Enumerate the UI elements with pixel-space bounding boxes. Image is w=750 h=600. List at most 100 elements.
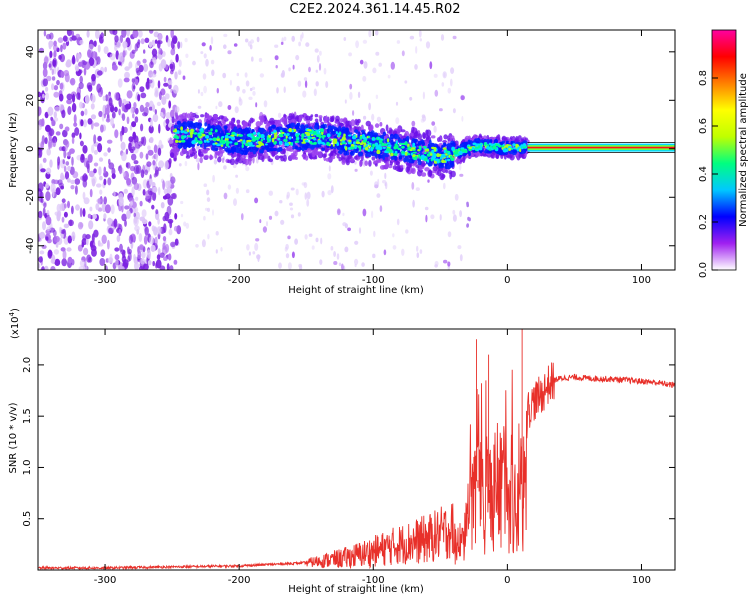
spectrogram-signal-cell xyxy=(235,147,241,151)
spectrogram-signal-cell xyxy=(379,122,383,127)
y-tick-label: -40 xyxy=(25,238,36,254)
spectrogram-noise-cell xyxy=(215,249,218,254)
spectrogram-noise-cell xyxy=(142,263,149,270)
spectrogram-signal-cell xyxy=(341,137,346,141)
spectrogram-noise-cell xyxy=(141,219,148,225)
spectrogram-signal-cell xyxy=(412,151,417,154)
spectrogram-signal-cell xyxy=(198,151,204,157)
spectrogram-noise-cell xyxy=(374,181,379,189)
spectrogram-signal-cell xyxy=(271,138,275,143)
spectrogram-noise-cell xyxy=(93,162,99,167)
spectrogram-noise-cell xyxy=(305,42,310,47)
spectrogram-signal-cell xyxy=(486,146,490,150)
spectrogram-noise-cell xyxy=(111,111,116,119)
spectrogram-noise-cell xyxy=(106,139,113,144)
spectrogram-signal-cell xyxy=(446,164,451,170)
spectrogram-signal-cell xyxy=(325,157,331,162)
spectrogram-noise-cell xyxy=(292,64,295,70)
spectrogram-signal-cell xyxy=(406,157,410,163)
spectrogram-signal-cell xyxy=(186,142,192,148)
spectrogram-signal-cell xyxy=(332,126,337,130)
spectrogram-signal-cell xyxy=(304,124,309,129)
spectrogram-signal-cell xyxy=(519,153,525,158)
spectrogram-noise-cell xyxy=(67,165,71,172)
spectrogram-noise-cell xyxy=(134,206,139,214)
spectrogram-noise-cell xyxy=(342,222,347,227)
spectrogram-signal-cell xyxy=(277,147,283,152)
spectrogram-noise-cell xyxy=(457,245,462,250)
spectrogram-signal-cell xyxy=(505,141,509,145)
spectrogram-signal-cell xyxy=(242,121,248,127)
spectrogram-noise-cell xyxy=(215,105,218,110)
spectrogram-noise-cell xyxy=(86,30,90,38)
spectrogram-noise-cell xyxy=(244,72,248,78)
spectrogram-noise-cell xyxy=(128,61,133,69)
spectrogram-signal-cell xyxy=(398,155,403,160)
spectrogram-noise-cell xyxy=(40,197,44,203)
spectrogram-noise-cell xyxy=(97,143,103,153)
spectrogram-noise-cell xyxy=(71,132,76,139)
spectrogram-noise-cell xyxy=(97,197,104,205)
spectrogram-noise-cell xyxy=(100,124,104,133)
spectrogram-noise-cell xyxy=(246,244,250,251)
spectrogram-noise-cell xyxy=(138,233,143,242)
spectrogram-signal-cell xyxy=(247,147,252,150)
spectrogram-signal-cell xyxy=(250,136,253,139)
spectrogram-noise-cell xyxy=(83,258,87,268)
spectrogram-noise-cell xyxy=(100,249,106,257)
spectrogram-signal-cell xyxy=(187,135,191,138)
spectrogram-noise-cell xyxy=(114,92,119,101)
spectrogram-noise-cell xyxy=(90,93,96,104)
spectrogram-signal-cell xyxy=(240,129,244,135)
spectrogram-noise-cell xyxy=(431,121,436,126)
spectrogram-noise-cell xyxy=(70,185,75,190)
spectrogram-signal-cell xyxy=(238,134,244,137)
spectrogram-noise-cell xyxy=(114,254,120,261)
spectrogram-noise-cell xyxy=(152,113,159,123)
spectrogram-signal-cell xyxy=(311,142,316,145)
spectrogram-signal-cell xyxy=(180,126,184,131)
spectrogram-noise-cell xyxy=(371,210,374,219)
spectrogram-signal-cell xyxy=(368,160,372,167)
spectrogram-noise-cell xyxy=(121,152,127,162)
spectrogram-noise-cell xyxy=(158,186,161,196)
x-tick-label: -300 xyxy=(94,275,117,286)
colorbar-ticks: 0.0 0.2 0.4 0.6 0.8 xyxy=(698,70,718,278)
chart-title: C2E2.2024.361.14.45.R02 xyxy=(289,2,461,17)
spectrogram-noise-cell xyxy=(254,197,259,204)
spectrogram-noise-cell xyxy=(177,69,182,75)
spectrogram-noise-cell xyxy=(90,245,97,252)
x-tick-label: -200 xyxy=(228,575,251,586)
spectrogram-signal-cell xyxy=(468,151,471,157)
spectrogram-noise-cell xyxy=(63,149,67,159)
spectrogram-signal-cell xyxy=(382,165,386,170)
spectrogram-signal-cell xyxy=(483,135,487,139)
spectrogram-noise-cell xyxy=(152,160,156,166)
colorbar-tick-label: 0.6 xyxy=(698,118,709,134)
spectrogram-noise-cell xyxy=(287,235,291,240)
spectrogram-noise-cell xyxy=(133,254,136,262)
spectrogram-noise-cell xyxy=(93,40,97,47)
spectrogram-noise-cell xyxy=(148,79,153,84)
spectrogram-noise-cell xyxy=(118,228,122,237)
spectrogram-signal-cell xyxy=(203,150,207,154)
spectrogram-noise-cell xyxy=(164,243,170,253)
spectrogram-noise-cell xyxy=(315,69,318,73)
spectrogram-noise-cell xyxy=(139,244,144,251)
spectrogram-noise-cell xyxy=(205,58,209,67)
spectrogram-noise-cell xyxy=(104,265,108,270)
spectrogram-signal-cell xyxy=(224,137,229,142)
spectrogram-noise-cell xyxy=(137,94,141,102)
spectrogram-signal-cell xyxy=(304,139,309,143)
spectrogram-noise-cell xyxy=(131,153,137,161)
spectrogram-signal-cell xyxy=(278,133,284,138)
spectrogram-noise-cell xyxy=(221,157,225,163)
spectrogram-noise-cell xyxy=(169,63,174,70)
spectrogram-signal-cell xyxy=(234,133,238,137)
spectrogram-noise-cell xyxy=(383,249,387,256)
spectrogram-signal-cell xyxy=(318,115,323,119)
spectrogram-noise-cell xyxy=(357,91,361,99)
spectrogram-signal-cell xyxy=(421,172,427,177)
spectrogram-noise-cell xyxy=(87,49,92,58)
spectrogram-signal-cell xyxy=(295,134,299,138)
